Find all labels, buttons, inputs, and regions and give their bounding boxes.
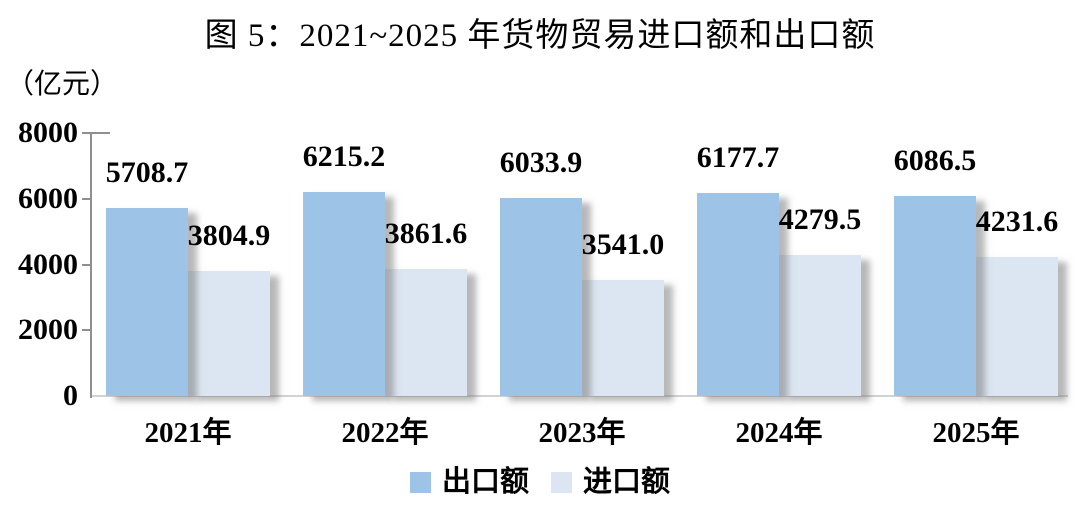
export-value-label-2022年: 6215.2: [302, 139, 386, 173]
y-tick-label-2000: 2000: [18, 313, 78, 347]
export-value-label-2023年: 6033.9: [499, 145, 583, 179]
export-value-label-2021年: 5708.7: [105, 156, 189, 190]
import-value-label-2024年: 4279.5: [778, 203, 862, 237]
export-bar-2022年: [303, 191, 385, 396]
legend-item-export: 出口额: [409, 466, 529, 498]
legend-label-import: 进口额: [583, 466, 671, 498]
x-category-label-2025年: 2025年: [932, 417, 1020, 449]
legend: 出口额 进口额: [0, 467, 1080, 497]
y-tick-mark-6000: [82, 197, 91, 200]
import-value-label-2025年: 4231.6: [975, 204, 1059, 238]
x-axis-baseline: [92, 395, 1068, 397]
legend-swatch-import: [551, 471, 572, 493]
y-axis-top-tick: [90, 132, 110, 134]
y-tick-mark-2000: [82, 329, 91, 332]
x-category-label-2024年: 2024年: [735, 417, 823, 449]
import-value-label-2021年: 3804.9: [187, 218, 271, 252]
export-value-label-2024年: 6177.7: [696, 140, 780, 174]
y-tick-label-0: 0: [63, 379, 78, 412]
y-tick-label-8000: 8000: [18, 116, 78, 149]
export-bar-2023年: [500, 197, 582, 396]
export-bar-2025年: [894, 195, 976, 396]
x-category-label-2021年: 2021年: [144, 417, 232, 449]
import-value-label-2022年: 3861.6: [384, 217, 468, 251]
import-bar-2022年: [385, 269, 467, 396]
export-bar-2024年: [697, 192, 779, 396]
import-value-label-2023年: 3541.0: [581, 227, 665, 261]
import-bar-2025年: [976, 256, 1058, 396]
x-category-label-2022年: 2022年: [341, 417, 429, 449]
legend-swatch-export: [409, 471, 431, 493]
export-value-label-2025年: 6086.5: [893, 143, 977, 177]
chart-title: 图 5：2021~2025 年货物贸易进口额和出口额: [204, 18, 876, 54]
legend-item-import: 进口额: [551, 467, 670, 497]
y-tick-mark-8000: [82, 132, 91, 134]
y-axis-line: [90, 132, 92, 398]
y-axis-unit-label: （亿元）: [6, 69, 119, 100]
y-tick-mark-4000: [82, 263, 91, 266]
x-category-label-2023年: 2023年: [538, 417, 626, 449]
import-bar-2021年: [188, 270, 270, 396]
import-bar-2024年: [779, 255, 861, 396]
import-bar-2023年: [582, 279, 664, 396]
y-tick-label-4000: 4000: [18, 247, 78, 281]
export-bar-2021年: [106, 208, 188, 396]
y-tick-label-6000: 6000: [18, 181, 78, 215]
legend-label-export: 出口额: [441, 466, 529, 498]
